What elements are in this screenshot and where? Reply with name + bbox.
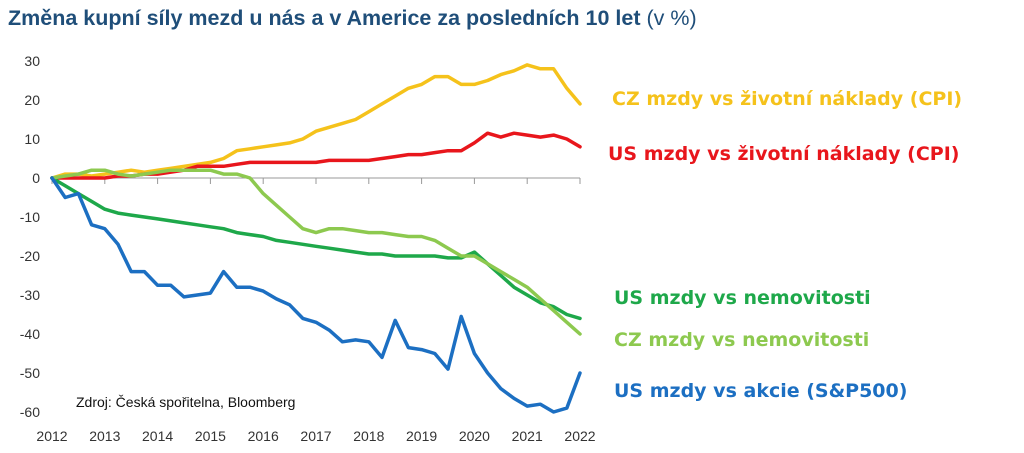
series-label-us-cpi: US mzdy vs životní náklady (CPI) <box>608 143 960 165</box>
series-line-cz-cpi <box>50 63 582 180</box>
chart-title-unit: (v %) <box>646 6 697 30</box>
series-label-us-realestate: US mzdy vs nemovitosti <box>614 287 871 309</box>
series-label-us-stocks: US mzdy vs akcie (S&P500) <box>614 380 908 402</box>
chart-title-main: Změna kupní síly mezd u nás a v Americe … <box>8 6 641 30</box>
series-label-cz-cpi: CZ mzdy vs životní náklady (CPI) <box>612 88 963 110</box>
chart-axes: 30 20 10 0 -10 -20 -30 -40 -50 -60 2012 2013 2014 201… <box>20 53 596 444</box>
x-tick-label: 2019 <box>406 428 437 444</box>
x-tick-label: 2018 <box>353 428 384 444</box>
y-tick-label: -20 <box>20 248 40 264</box>
y-tick-label: 20 <box>24 92 40 108</box>
series-line-us-realestate <box>50 176 582 321</box>
x-tick-label: 2022 <box>564 428 595 444</box>
y-tick-label: -60 <box>20 404 40 420</box>
y-tick-label: -10 <box>20 209 40 225</box>
y-tick-label: 0 <box>32 170 40 186</box>
series-line-us-stocks <box>50 176 582 414</box>
series-line-cz-realestate <box>50 168 582 336</box>
series-label-cz-realestate: CZ mzdy vs nemovitosti <box>614 329 870 351</box>
x-tick-label: 2016 <box>248 428 279 444</box>
chart-title: Změna kupní síly mezd u nás a v Americe … <box>8 6 697 31</box>
x-tick-label: 2015 <box>195 428 226 444</box>
x-tick-label: 2020 <box>459 428 490 444</box>
series-layer <box>50 63 582 414</box>
y-tick-label: -50 <box>20 365 40 381</box>
x-tick-label: 2012 <box>36 428 67 444</box>
y-tick-label: -40 <box>20 326 40 342</box>
source-note: Zdroj: Česká spořitelna, Bloomberg <box>76 394 296 410</box>
y-tick-label: 30 <box>24 53 40 69</box>
y-tick-label: -30 <box>20 287 40 303</box>
x-tick-label: 2021 <box>512 428 543 444</box>
x-tick-label: 2013 <box>89 428 120 444</box>
x-tick-label: 2017 <box>300 428 331 444</box>
y-tick-label: 10 <box>24 131 40 147</box>
x-tick-label: 2014 <box>142 428 173 444</box>
